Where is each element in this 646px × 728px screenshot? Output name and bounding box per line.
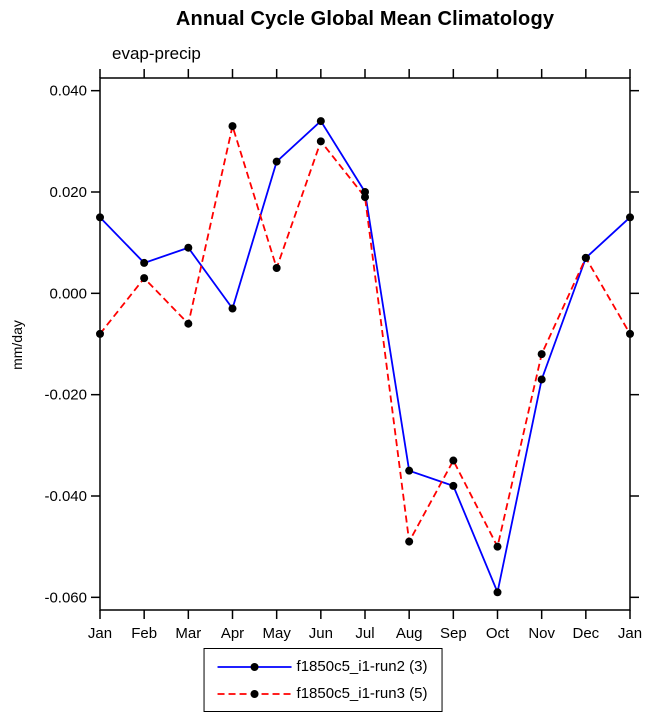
- legend-line-run2: [217, 662, 292, 671]
- svg-text:Mar: Mar: [175, 625, 201, 642]
- svg-text:0.020: 0.020: [49, 184, 87, 201]
- svg-text:0.000: 0.000: [49, 285, 87, 302]
- legend-label-run2: f1850c5_i1-run2 (3): [296, 658, 428, 675]
- chart-subtitle: evap-precip: [112, 44, 201, 63]
- svg-text:Apr: Apr: [221, 625, 244, 642]
- svg-text:Jul: Jul: [355, 625, 374, 642]
- legend-item-run2: f1850c5_i1-run2 (3): [215, 653, 428, 680]
- svg-text:-0.040: -0.040: [44, 488, 87, 505]
- chart-title: Annual Cycle Global Mean Climatology: [175, 8, 555, 30]
- legend-item-run3: f1850c5_i1-run3 (5): [215, 680, 428, 707]
- svg-text:Dec: Dec: [572, 625, 599, 642]
- legend: f1850c5_i1-run2 (3) f1850c5_i1-run3 (5): [203, 648, 443, 712]
- svg-text:Jun: Jun: [309, 625, 333, 642]
- svg-text:Jan: Jan: [88, 625, 112, 642]
- svg-text:Jan: Jan: [618, 625, 642, 642]
- svg-text:May: May: [262, 625, 291, 642]
- plot-area: Jan Feb Mar Apr May Jun Jul Aug Sep Oct Nov Dec Jan 0…: [44, 69, 642, 642]
- svg-text:Feb: Feb: [131, 625, 157, 642]
- svg-text:0.040: 0.040: [49, 83, 87, 100]
- svg-text:-0.020: -0.020: [44, 387, 87, 404]
- svg-text:Sep: Sep: [440, 625, 467, 642]
- svg-text:Nov: Nov: [528, 625, 555, 642]
- svg-text:-0.060: -0.060: [44, 589, 87, 606]
- svg-text:Oct: Oct: [486, 625, 510, 642]
- legend-label-run3: f1850c5_i1-run3 (5): [296, 685, 428, 702]
- svg-text:Aug: Aug: [396, 625, 423, 642]
- legend-line-run3: [217, 689, 292, 698]
